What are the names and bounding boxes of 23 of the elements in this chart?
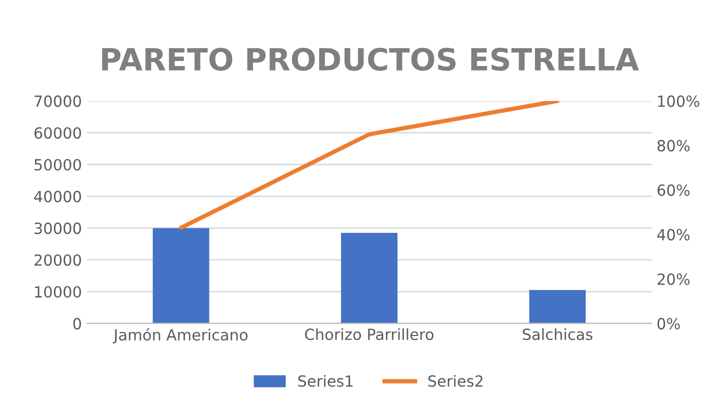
bar xyxy=(341,232,398,324)
x-tick-label: Salchicas xyxy=(522,328,592,340)
legend-label: Series1 xyxy=(298,374,353,387)
x-tick-label: Jamón Americano xyxy=(112,328,248,344)
y2-tick-label: 80% xyxy=(657,140,690,152)
bar xyxy=(152,228,210,324)
bar xyxy=(529,290,586,324)
legend-label: Series2 xyxy=(428,374,482,387)
y-tick-label: 30000 xyxy=(34,222,82,234)
y2-tick-label: 20% xyxy=(658,273,690,285)
y2-tick-label: 0% xyxy=(657,318,680,330)
y-tick-label: 0 xyxy=(73,318,82,330)
y2-tick-label: 60% xyxy=(658,184,690,196)
y-tick-label: 50000 xyxy=(34,158,82,171)
chart-title: PARETO PRODUCTOS ESTRELLA xyxy=(102,48,639,71)
y-tick-label: 60000 xyxy=(34,127,82,139)
y-tick-label: 70000 xyxy=(34,95,82,107)
y-tick-label: 40000 xyxy=(34,190,82,202)
y2-tick-label: 40% xyxy=(657,228,690,240)
y-tick-label: 10000 xyxy=(35,286,82,298)
x-tick-label: Chorizo Parrillero xyxy=(305,328,434,340)
y2-tick-label: 100% xyxy=(658,95,700,107)
y-tick-label: 20000 xyxy=(34,254,82,266)
